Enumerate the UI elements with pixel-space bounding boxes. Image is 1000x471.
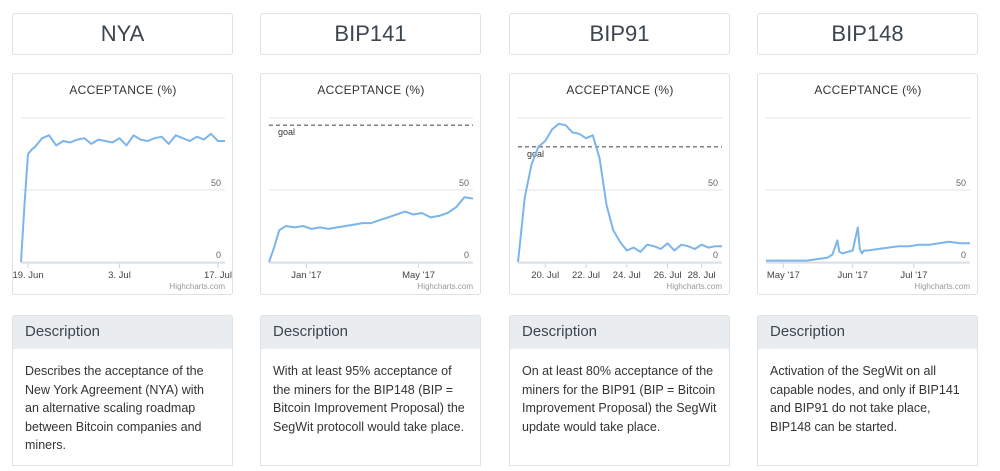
acceptance-chart: ACCEPTANCE (%) 0 50 19. Jun 3. Jul 17. Jul Hig… (12, 73, 233, 295)
panel-title: BIP148 (757, 13, 978, 55)
description-text: On at least 80% acceptance of the miners… (509, 349, 730, 466)
chart-credit: Highcharts.com (914, 282, 970, 291)
goal-label: goal (278, 127, 295, 137)
chart-credit: Highcharts.com (417, 282, 473, 291)
y-tick-label: 0 (464, 250, 469, 260)
x-tick-label: 22. Jul (572, 270, 600, 281)
series-line (517, 122, 722, 263)
description-heading: Description (509, 315, 730, 349)
series-line (268, 196, 474, 263)
y-tick-label: 50 (211, 178, 221, 188)
x-tick-label: 19. Jun (13, 270, 44, 281)
x-tick-label: Jan '17 (291, 270, 321, 281)
y-tick-label: 0 (961, 250, 966, 260)
x-tick-label: 3. Jul (108, 270, 131, 281)
chart-credit: Highcharts.com (666, 282, 722, 291)
chart-svg: ACCEPTANCE (%) 0 50 19. Jun 3. Jul 17. JulHig… (13, 83, 232, 291)
y-tick-label: 50 (708, 178, 718, 188)
x-tick-label: May '17 (767, 270, 800, 281)
y-tick-label: 50 (956, 178, 966, 188)
x-tick-label: 28. Jul (688, 270, 716, 281)
description-heading: Description (12, 315, 233, 349)
description-text: With at least 95% acceptance of the mine… (260, 349, 481, 466)
y-tick-label: 0 (216, 250, 221, 260)
panel-title: NYA (12, 13, 233, 55)
description-heading: Description (260, 315, 481, 349)
x-tick-label: May '17 (402, 270, 435, 281)
panel-title: BIP141 (260, 13, 481, 55)
x-tick-label: 20. Jul (531, 270, 559, 281)
chart-svg: ACCEPTANCE (%) 0 50 goal Jan '17 May '17Highc… (268, 83, 474, 291)
description-heading: Description (757, 315, 978, 349)
x-tick-label: 17. Jul (204, 270, 232, 281)
series-line (766, 226, 970, 262)
panel-title: BIP91 (509, 13, 730, 55)
y-tick-label: 0 (713, 250, 718, 260)
chart-svg: ACCEPTANCE (%) 0 50 May '17 Jun '17 Jul '17Hi… (766, 83, 970, 291)
series-line (20, 132, 225, 263)
acceptance-chart: ACCEPTANCE (%) 0 50 goal Jan '17 May '17 Highc… (260, 73, 481, 295)
chart-credit: Highcharts.com (169, 282, 225, 291)
x-tick-label: 26. Jul (654, 270, 682, 281)
description-text: Describes the acceptance of the New York… (12, 349, 233, 466)
chart-title: ACCEPTANCE (%) (566, 83, 673, 97)
x-tick-label: 24. Jul (613, 270, 641, 281)
chart-title: ACCEPTANCE (%) (814, 83, 921, 97)
x-tick-label: Jul '17 (900, 270, 927, 281)
acceptance-chart: ACCEPTANCE (%) 0 50 goal 20. Jul 22. Jul 24. J… (509, 73, 730, 295)
chart-title: ACCEPTANCE (%) (317, 83, 424, 97)
chart-title: ACCEPTANCE (%) (69, 83, 176, 97)
description-text: Activation of the SegWit on all capable … (757, 349, 978, 466)
y-tick-label: 50 (459, 178, 469, 188)
x-tick-label: Jun '17 (838, 270, 868, 281)
acceptance-chart: ACCEPTANCE (%) 0 50 May '17 Jun '17 Jul '17 Hi… (757, 73, 978, 295)
